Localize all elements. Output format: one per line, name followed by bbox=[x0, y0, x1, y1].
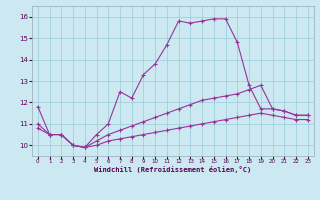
X-axis label: Windchill (Refroidissement éolien,°C): Windchill (Refroidissement éolien,°C) bbox=[94, 166, 252, 173]
